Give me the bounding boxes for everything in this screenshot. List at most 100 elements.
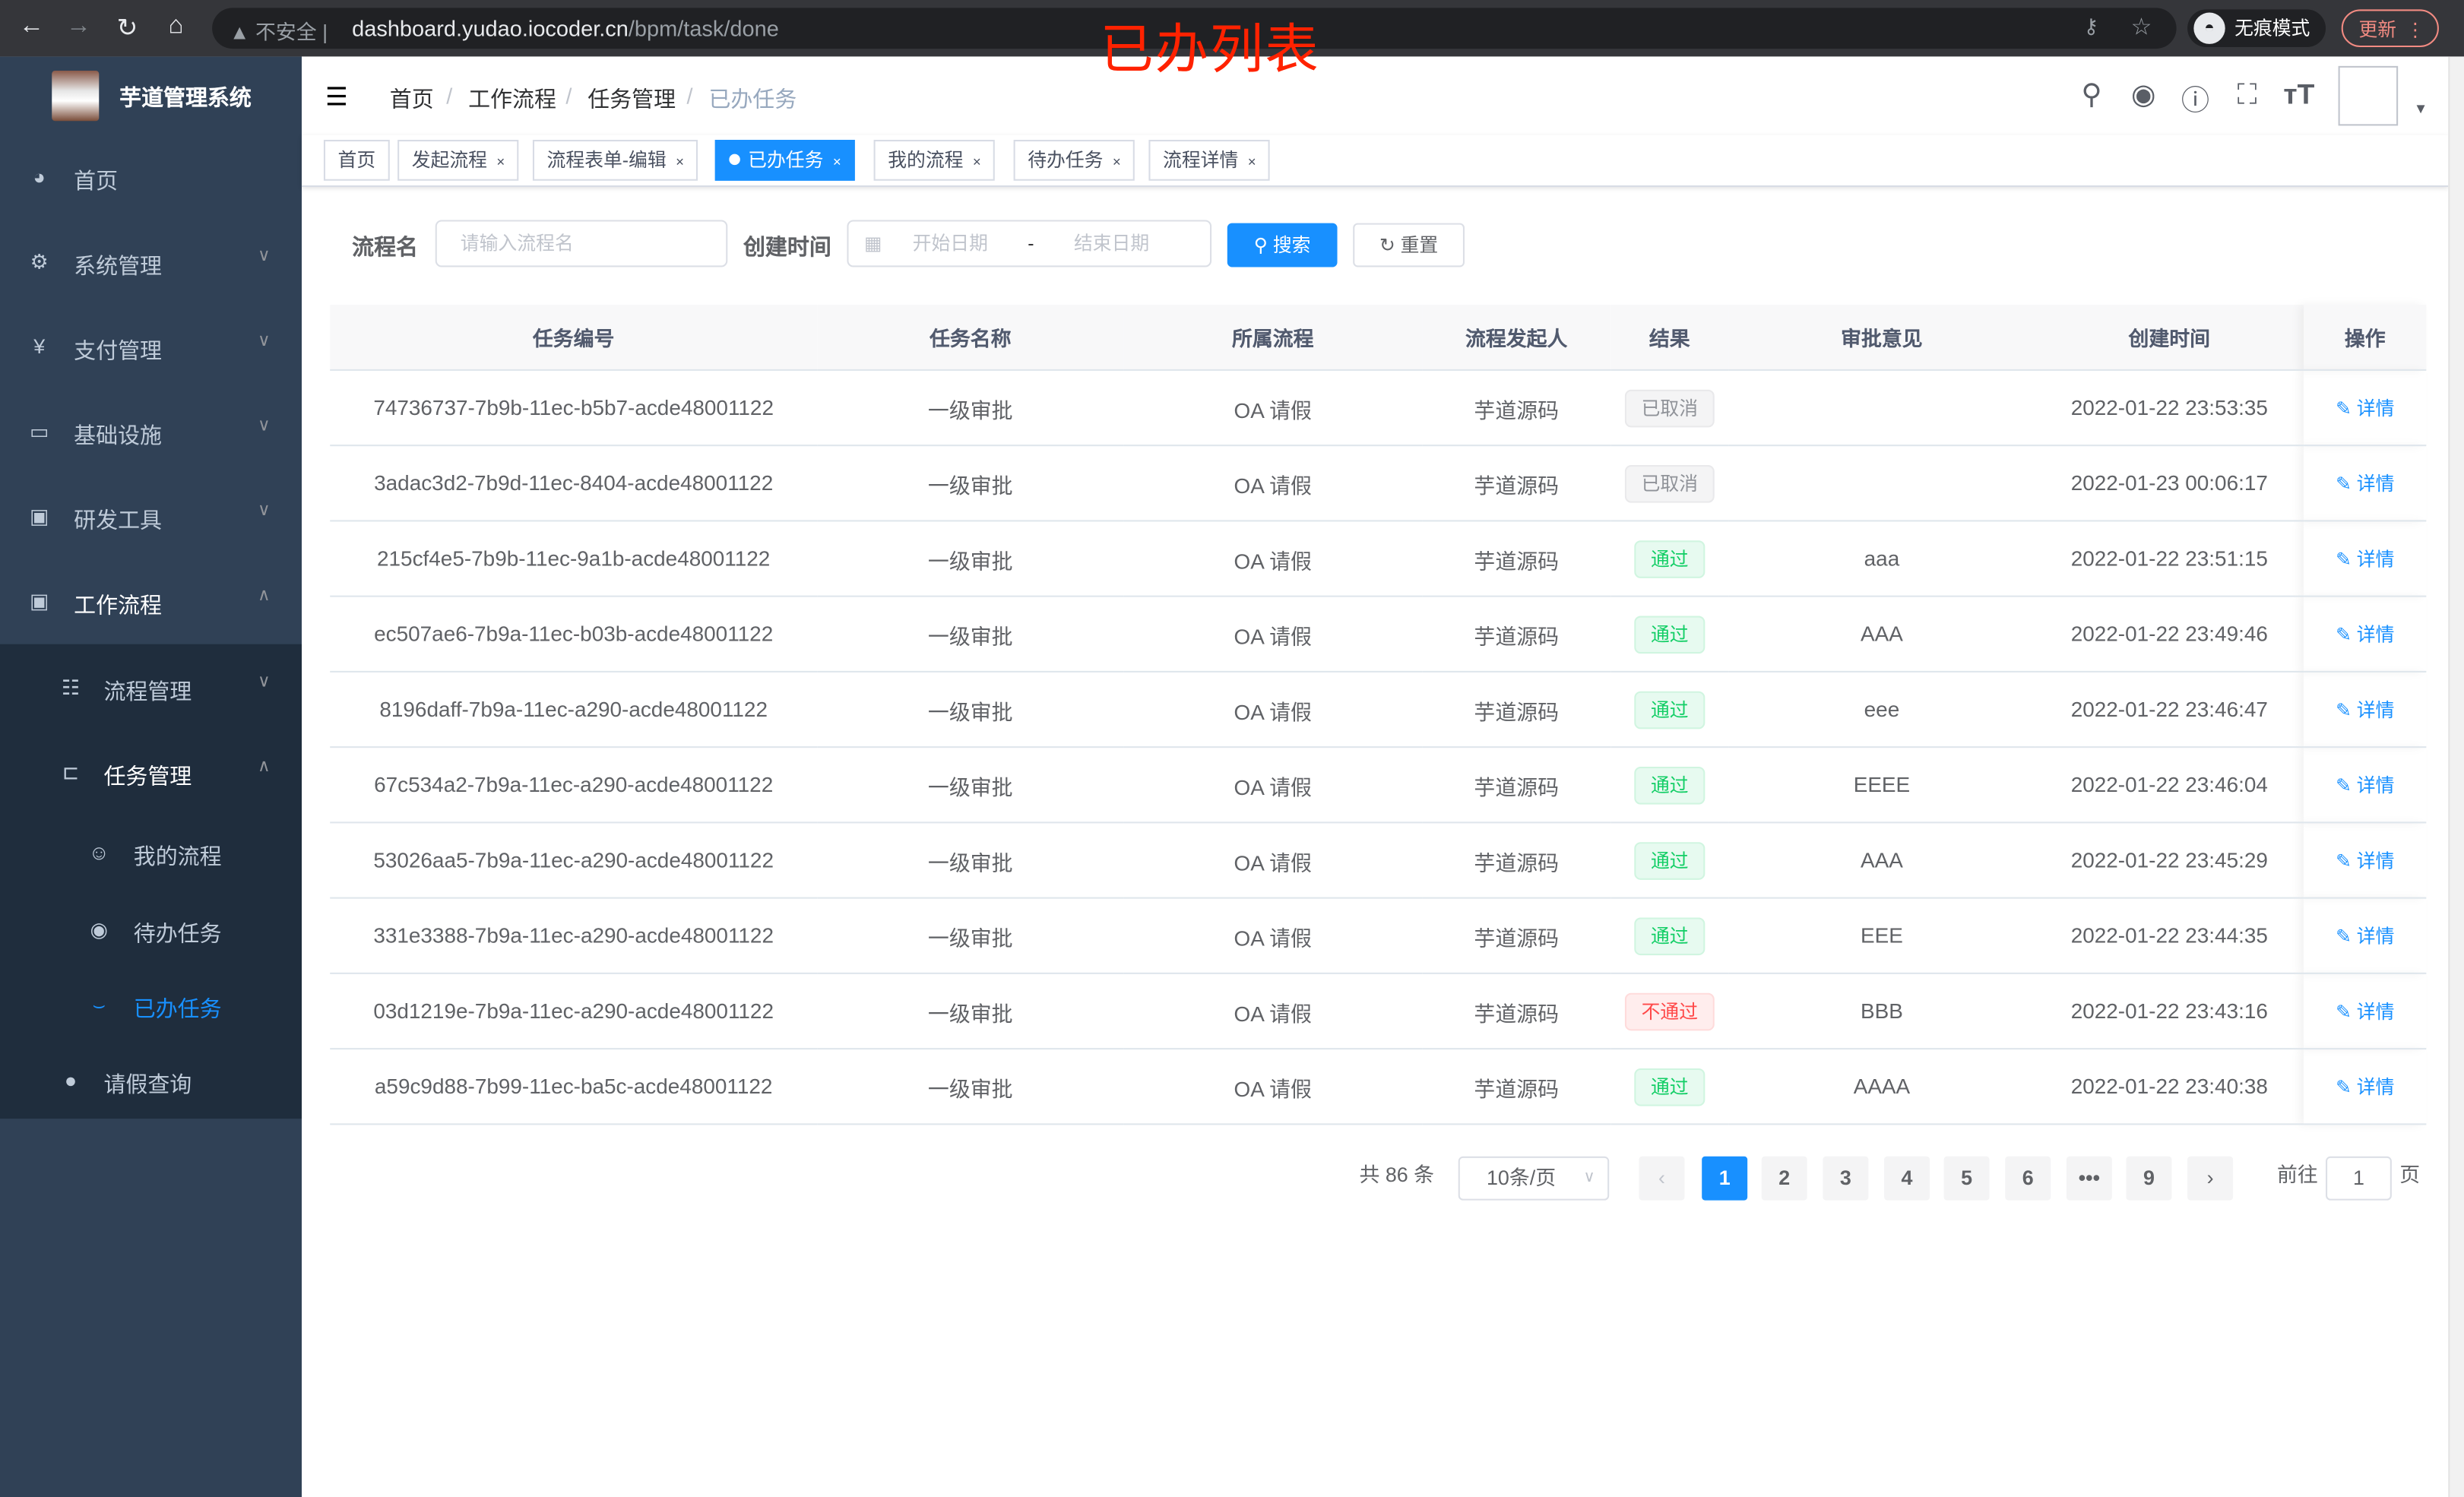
sidebar-item-10[interactable]: ⌣ 已办任务: [0, 967, 302, 1045]
table-row: ec507ae6-7b9a-11ec-b03b-acde48001122 一级审…: [330, 596, 2427, 673]
page-button[interactable]: •••: [2066, 1156, 2112, 1201]
sidebar-item-5[interactable]: ▣ 工作流程 ∧: [0, 562, 302, 641]
fullscreen-icon[interactable]: ⛶: [2237, 78, 2257, 110]
breadcrumb-item[interactable]: 首页: [389, 86, 434, 112]
help-icon[interactable]: ⓘ: [2181, 84, 2210, 117]
close-icon[interactable]: ×: [496, 153, 505, 170]
result-badge: 通过: [1635, 540, 1705, 578]
update-label: 更新: [2358, 18, 2397, 41]
toolbox-icon: ▣: [29, 504, 49, 528]
page-button[interactable]: 6: [2005, 1156, 2051, 1201]
sidebar-item-9[interactable]: ◉ 待办任务: [0, 891, 302, 969]
sidebar-item-6[interactable]: ☷ 流程管理 ∨: [0, 649, 302, 727]
key-icon[interactable]: ⚷: [2083, 14, 2099, 38]
detail-label: 详情: [2356, 1076, 2395, 1099]
approval-comment: AAA: [1728, 822, 2035, 899]
detail-button[interactable]: ✎ 详情: [2336, 473, 2394, 495]
detail-button[interactable]: ✎ 详情: [2336, 926, 2394, 948]
close-icon[interactable]: ×: [676, 153, 684, 170]
tag-2[interactable]: 流程表单-编辑 ×: [532, 140, 698, 181]
font-size-icon[interactable]: ᴛT: [2283, 78, 2315, 110]
page-button[interactable]: 4: [1884, 1156, 1930, 1201]
page-button[interactable]: 1: [1702, 1156, 1748, 1201]
detail-button[interactable]: ✎ 详情: [2336, 549, 2394, 571]
sidebar-item-4[interactable]: ▣ 研发工具 ∨: [0, 478, 302, 556]
page-button[interactable]: 5: [1943, 1156, 1990, 1201]
end-date-input[interactable]: 结束日期: [1073, 233, 1150, 255]
goto-page-input[interactable]: 1: [2326, 1156, 2392, 1201]
insecure-indicator[interactable]: ▲ 不安全 |: [229, 20, 328, 44]
detail-button[interactable]: ✎ 详情: [2336, 397, 2394, 419]
close-icon[interactable]: ×: [972, 153, 981, 170]
detail-label: 详情: [2356, 548, 2395, 571]
task-name: 一级审批: [817, 671, 1124, 748]
breadcrumb-item[interactable]: 任务管理: [587, 86, 676, 112]
date-range-picker[interactable]: ▦ 开始日期 - 结束日期: [847, 220, 1212, 267]
page-scrollbar[interactable]: [2448, 56, 2464, 1497]
forward-icon[interactable]: →: [65, 12, 91, 40]
sidebar-item-11[interactable]: ● 请假查询: [0, 1042, 302, 1120]
github-icon[interactable]: ◉: [2130, 78, 2156, 110]
sidebar-item-8[interactable]: ☺ 我的流程: [0, 814, 302, 892]
approval-comment: EEEE: [1728, 747, 2035, 824]
initiator: 芋道源码: [1422, 596, 1611, 673]
sidebar-item-3[interactable]: ▭ 基础设施 ∨: [0, 393, 302, 471]
tag-1[interactable]: 发起流程 ×: [397, 140, 519, 181]
tag-4[interactable]: 我的流程 ×: [873, 140, 996, 181]
sidebar-item-label: 首页: [74, 168, 119, 194]
reset-button[interactable]: ↻ 重置: [1353, 223, 1465, 267]
avatar[interactable]: [2338, 65, 2399, 126]
more-icon: ⋮: [2405, 18, 2425, 41]
hamburger-icon[interactable]: ☰: [325, 84, 348, 112]
chevron-down-icon: ∨: [257, 672, 271, 692]
close-icon[interactable]: ×: [832, 153, 841, 170]
process-name-label: 流程名: [352, 234, 418, 260]
detail-button[interactable]: ✎ 详情: [2336, 1076, 2394, 1098]
column-header: 任务编号: [330, 305, 818, 371]
monitor-icon: ▭: [29, 419, 49, 444]
approval-comment: AAA: [1728, 596, 2035, 673]
result-badge: 通过: [1635, 1067, 1705, 1106]
page-button[interactable]: 2: [1761, 1156, 1807, 1201]
tag-6[interactable]: 流程详情 ×: [1148, 140, 1271, 181]
next-page-button[interactable]: ›: [2187, 1156, 2234, 1201]
back-icon[interactable]: ←: [18, 12, 44, 40]
sidebar-item-2[interactable]: ¥ 支付管理 ∨: [0, 308, 302, 386]
prev-page-button[interactable]: ‹: [1639, 1156, 1685, 1201]
tag-5[interactable]: 待办任务 ×: [1013, 140, 1135, 181]
sidebar-item-label: 请假查询: [103, 1071, 192, 1097]
caret-down-icon[interactable]: ▼: [2413, 100, 2428, 117]
update-button[interactable]: 更新 ⋮: [2341, 9, 2439, 48]
sidebar-item-1[interactable]: ⚙ 系统管理 ∨: [0, 223, 302, 302]
search-icon[interactable]: ⚲: [2081, 78, 2102, 110]
close-icon[interactable]: ×: [1247, 153, 1256, 170]
process-name-input[interactable]: 请输入流程名: [435, 220, 728, 267]
start-date-input[interactable]: 开始日期: [912, 233, 988, 255]
tag-0[interactable]: 首页: [323, 140, 390, 181]
incognito-badge[interactable]: ◓ 无痕模式: [2187, 9, 2326, 48]
detail-button[interactable]: ✎ 详情: [2336, 699, 2394, 721]
sidebar-item-label: 研发工具: [74, 507, 162, 533]
navbar: [301, 56, 2449, 135]
close-icon[interactable]: ×: [1112, 153, 1121, 170]
edit-icon: ✎: [2336, 850, 2357, 872]
search-button[interactable]: ⚲ 搜索: [1227, 223, 1338, 267]
edit-icon: ✎: [2336, 397, 2357, 420]
sidebar-item-7[interactable]: ⊏ 任务管理 ∧: [0, 734, 302, 812]
sidebar-item-0[interactable]: ◕ 首页: [0, 138, 302, 217]
detail-button[interactable]: ✎ 详情: [2336, 850, 2394, 872]
reload-icon[interactable]: ↻: [116, 15, 138, 43]
detail-button[interactable]: ✎ 详情: [2336, 1001, 2394, 1023]
tag-3[interactable]: 已办任务 ×: [714, 140, 856, 181]
breadcrumb-item[interactable]: 工作流程: [468, 86, 556, 112]
detail-button[interactable]: ✎ 详情: [2336, 624, 2394, 646]
page-size-select[interactable]: 10条/页 ∨: [1458, 1156, 1610, 1201]
detail-button[interactable]: ✎ 详情: [2336, 774, 2394, 796]
home-icon[interactable]: ⌂: [168, 12, 184, 40]
star-icon[interactable]: ☆: [2130, 14, 2152, 41]
page-button[interactable]: 3: [1823, 1156, 1869, 1201]
url-text[interactable]: dashboard.yudao.iocoder.cn/bpm/task/done: [352, 16, 779, 41]
address-bar[interactable]: [212, 8, 2177, 49]
page-button[interactable]: 9: [2126, 1156, 2172, 1201]
sidebar-item-label: 已办任务: [133, 995, 222, 1021]
